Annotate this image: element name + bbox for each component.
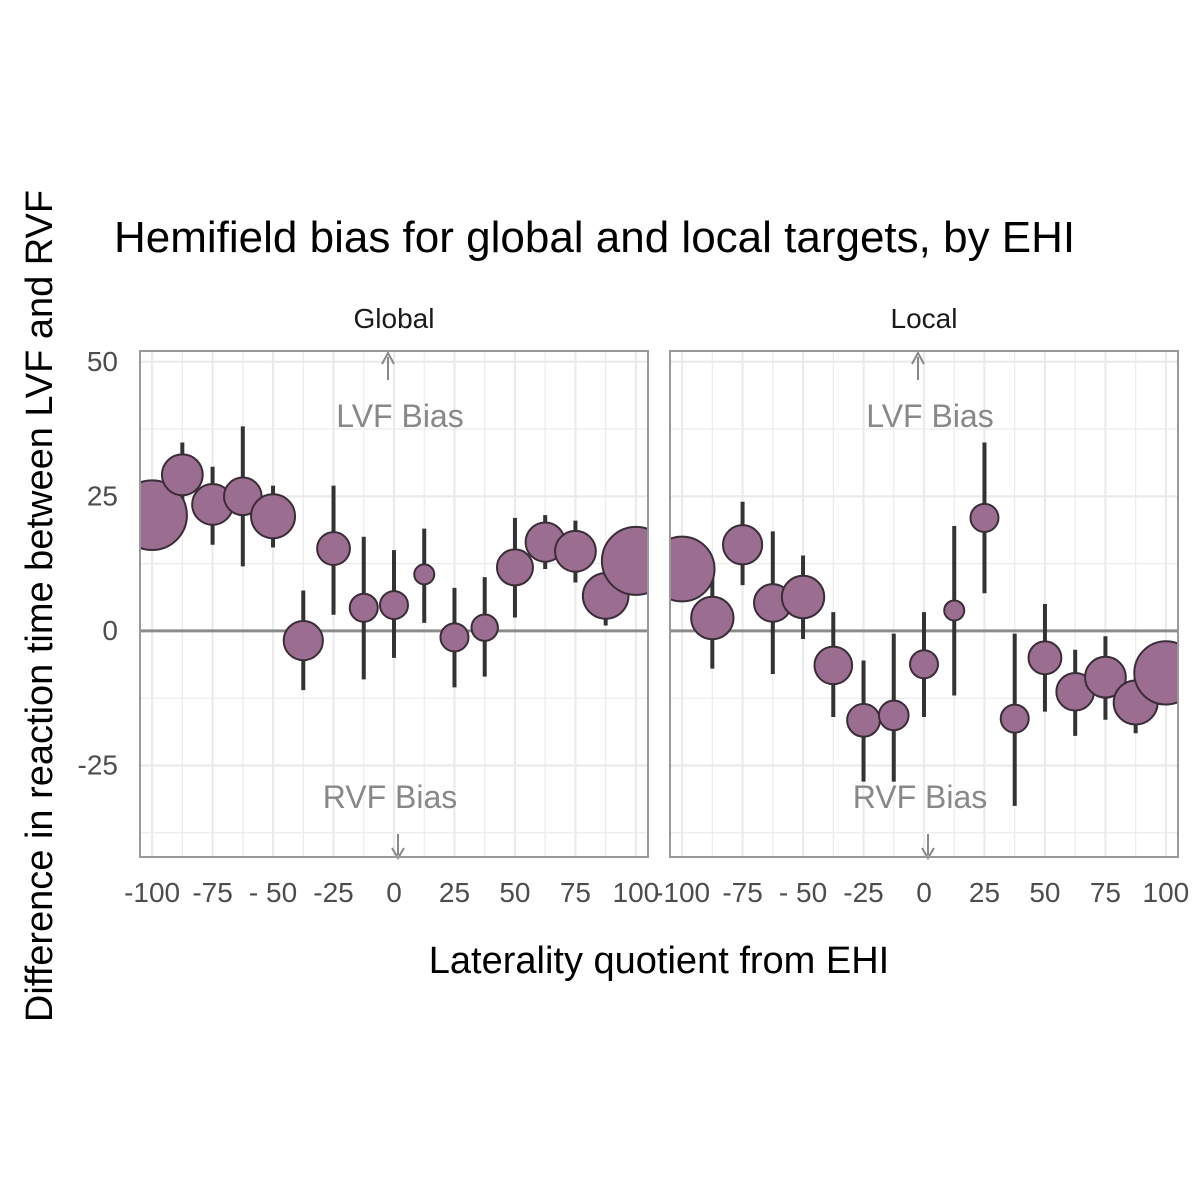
x-tick-labels: -100 -75 - 50 -25 0 25 50 75 100 [654,877,1189,908]
x-tick-label: -75 [192,877,232,908]
panel-border [669,350,1179,858]
data-point [282,620,324,662]
rvf-bias-label: RVF Bias [323,779,458,815]
data-point [1133,640,1178,706]
data-point [999,703,1030,734]
data-point [250,493,297,540]
data-point [554,529,597,573]
data-point [1027,640,1063,676]
y-tick-labels: 50 25 0 -25 [78,346,118,781]
data-point [877,699,910,732]
facet-label: Local [891,303,958,334]
x-tick-label: -25 [843,877,883,908]
data-point [413,563,436,586]
y-tick-label: -25 [78,749,118,780]
panel-local: Local LVF Bias RVF Bias -100 -75 - 50 -25 0 25 50… [654,303,1189,908]
bias-annotations: LVF Bias RVF Bias [853,350,994,860]
x-tick-label: 75 [560,877,591,908]
data-point [813,645,854,686]
data-point [439,622,470,653]
data-layer [140,426,648,691]
x-tick-label: 0 [916,877,932,908]
data-point [1084,655,1127,699]
x-tick-label: -75 [722,877,762,908]
x-tick-label: -100 [654,877,710,908]
y-tick-label: 25 [87,480,118,511]
up-arrowhead-icon [911,350,925,365]
y-tick-label: 0 [102,615,118,646]
x-tick-label: - 50 [249,877,297,908]
data-point [670,535,716,603]
x-tick-label: 25 [439,877,470,908]
bias-annotations: LVF Bias RVF Bias [323,350,464,860]
chart-title: Hemifield bias for global and local targ… [114,213,1075,262]
data-point [780,574,826,620]
lvf-bias-label: LVF Bias [336,398,463,434]
data-point [379,590,409,621]
x-tick-label: - 50 [779,877,827,908]
data-point [140,479,188,551]
panel-global: Global LVF Bias RVF Bias -100 -75 - 50 -25 0 25 5… [124,303,659,908]
data-point [909,649,939,680]
x-tick-label: 0 [386,877,402,908]
data-point [943,599,966,622]
x-tick-label: 100 [1143,877,1190,908]
data-point [316,531,351,566]
x-tick-label: 25 [969,877,1000,908]
data-layer [670,442,1178,806]
panel-border [139,350,649,858]
data-point [495,548,534,587]
rvf-bias-label: RVF Bias [853,779,988,815]
lvf-bias-label: LVF Bias [866,398,993,434]
data-point [846,702,881,738]
x-tick-labels: -100 -75 - 50 -25 0 25 50 75 100 [124,877,659,908]
data-point [470,613,499,642]
facet-label: Global [354,303,435,334]
x-tick-label: 50 [499,877,530,908]
y-tick-label: 50 [87,346,118,377]
x-tick-label: 100 [613,877,660,908]
facet-panels: 50 25 0 -25 Global LVF Bias RVF Bias -100 -75 - 5… [78,303,1190,908]
data-point [721,524,764,566]
data-point [600,525,648,596]
x-tick-label: 50 [1029,877,1060,908]
data-point [348,592,379,623]
x-axis-label: Laterality quotient from EHI [429,940,889,982]
data-point [690,595,735,641]
x-tick-label: 75 [1090,877,1121,908]
y-axis-label: Difference in reaction time between LVF … [19,190,61,1022]
x-tick-label: -100 [124,877,180,908]
data-point [969,502,1000,533]
up-arrowhead-icon [381,350,395,365]
data-point [160,453,204,497]
x-tick-label: -25 [313,877,353,908]
